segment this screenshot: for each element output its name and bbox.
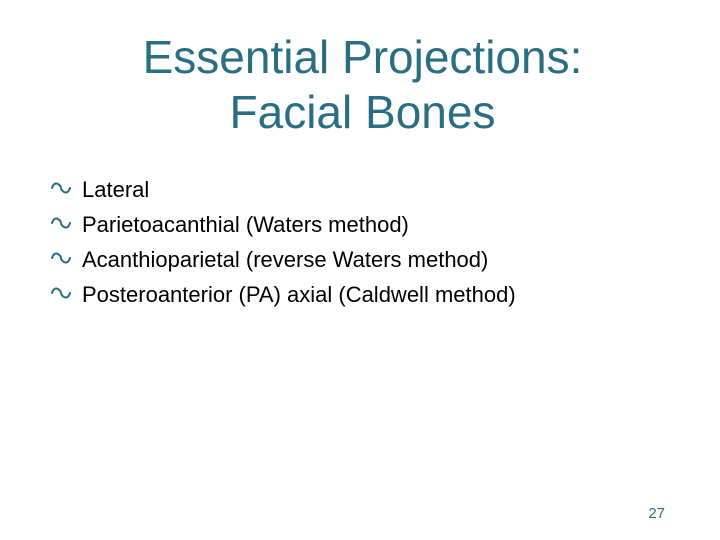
bullet-text: Lateral [82,175,149,206]
title-line-2: Facial Bones [230,86,496,138]
bullet-icon [50,249,72,272]
bullet-icon [50,284,72,307]
list-item: Lateral [50,175,660,206]
slide-container: Essential Projections: Facial Bones Late… [0,0,720,540]
slide-title: Essential Projections: Facial Bones [65,30,660,140]
page-number: 27 [648,505,665,522]
bullet-icon [50,179,72,202]
bullet-icon [50,214,72,237]
bullet-text: Acanthioparietal (reverse Waters method) [82,245,488,276]
list-item: Posteroanterior (PA) axial (Caldwell met… [50,280,660,311]
list-item: Acanthioparietal (reverse Waters method) [50,245,660,276]
list-item: Parietoacanthial (Waters method) [50,210,660,241]
title-line-1: Essential Projections: [143,31,583,83]
bullet-list: Lateral Parietoacanthial (Waters method)… [45,175,660,310]
bullet-text: Posteroanterior (PA) axial (Caldwell met… [82,280,516,311]
bullet-text: Parietoacanthial (Waters method) [82,210,409,241]
